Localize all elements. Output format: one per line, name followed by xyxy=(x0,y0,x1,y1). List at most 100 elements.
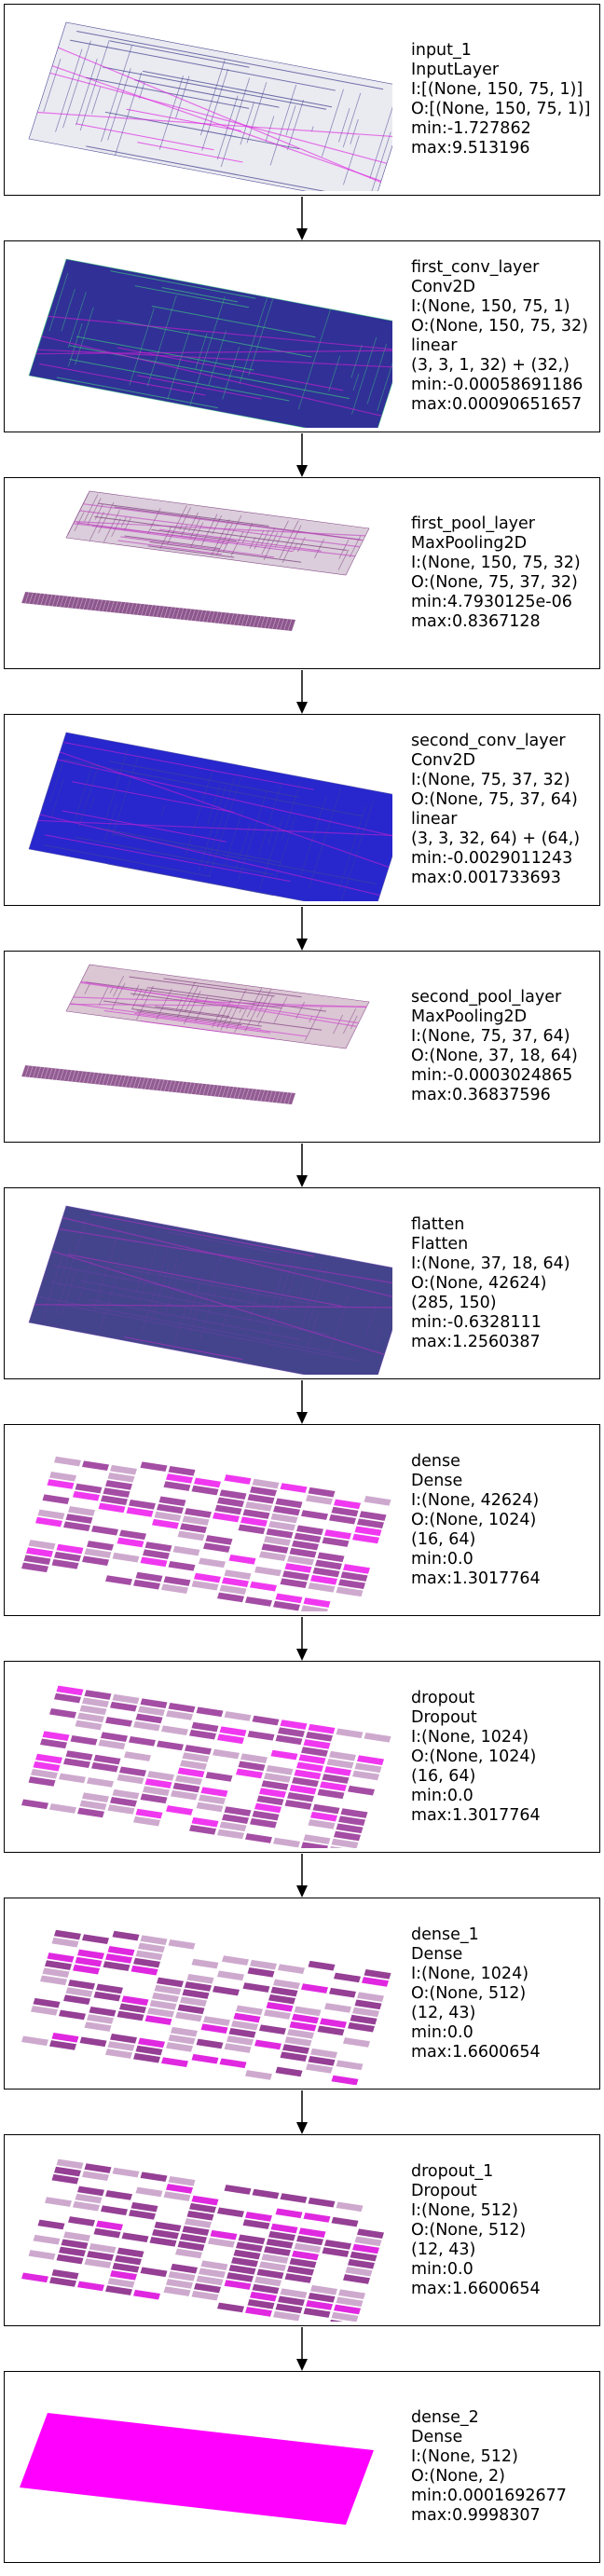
layer-type: Dense xyxy=(411,1471,463,1490)
layer-type: Dense xyxy=(411,1944,463,1964)
layer-box: dense_1 Dense I:(None, 1024) O:(None, 512)(… xyxy=(4,1898,600,2090)
layer-info: second_pool_layer MaxPooling2D I:(None, 75… xyxy=(411,952,597,1142)
layer-info: dropout_1 Dropout I:(None, 512) O:(None, 51… xyxy=(411,2135,597,2325)
layer-activation-visualization xyxy=(21,964,370,1104)
layer-detail: I:(None, 150, 75, 1) xyxy=(411,297,570,316)
layer-name: second_pool_layer xyxy=(411,988,562,1007)
layer-info: dense Dense I:(None, 42624) O:(None, 1024)(… xyxy=(411,1425,597,1615)
layer-detail: max:1.3017764 xyxy=(411,1805,541,1825)
layer-info: first_pool_layer MaxPooling2D I:(None, 150… xyxy=(411,478,597,668)
layer-activation-visualization xyxy=(28,1205,392,1375)
layer-activation-visualization xyxy=(21,490,370,631)
layer-detail: I:(None, 42624) xyxy=(411,1490,540,1510)
layer-detail: min:0.0 xyxy=(411,1786,474,1805)
layer-detail: I:(None, 75, 37, 32) xyxy=(411,771,570,789)
flow-arrow xyxy=(296,1380,308,1424)
layer-type: MaxPooling2D xyxy=(411,1007,528,1026)
layer-box: input_1 InputLayer I:[(None, 150, 75, 1)] O… xyxy=(4,4,600,196)
layer-detail: I:(None, 512) xyxy=(411,2200,518,2220)
layer-name: flatten xyxy=(411,1214,465,1234)
layer-name: second_conv_layer xyxy=(411,732,566,750)
layer-detail: max:9.513196 xyxy=(411,139,530,158)
layer-detail: I:(None, 150, 75, 32) xyxy=(411,554,581,572)
layer-info: dense_1 Dense I:(None, 1024) O:(None, 512)(… xyxy=(411,1898,597,2089)
layer-box: second_conv_layer Conv2D I:(None, 75, 37, … xyxy=(4,714,600,906)
flow-arrow xyxy=(296,433,308,477)
layer-info: second_conv_layer Conv2D I:(None, 75, 37, … xyxy=(411,715,597,905)
layer-type: Conv2D xyxy=(411,751,475,770)
layer-detail: I:[(None, 150, 75, 1)] xyxy=(411,80,583,99)
flow-arrow xyxy=(296,907,308,951)
flow-arrow xyxy=(296,1854,308,1898)
layer-type: InputLayer xyxy=(411,61,500,79)
layer-name: first_conv_layer xyxy=(411,258,540,277)
flow-arrow xyxy=(296,2090,308,2134)
layer-detail: O:(None, 512) xyxy=(411,2220,527,2240)
layer-detail: max:0.36837596 xyxy=(411,1086,551,1104)
layer-box: dropout Dropout I:(None, 1024) O:(None, 102… xyxy=(4,1661,600,1853)
layer-detail: max:1.3017764 xyxy=(411,1569,541,1588)
layer-detail: O:(None, 75, 37, 32) xyxy=(411,573,578,592)
layer-type: Flatten xyxy=(411,1234,469,1254)
layer-detail: I:(None, 1024) xyxy=(411,1964,529,1983)
layer-name: dense_2 xyxy=(411,2408,479,2427)
layer-detail: linear xyxy=(411,336,458,355)
layer-detail: I:(None, 1024) xyxy=(411,1727,529,1747)
layer-info: flatten Flatten I:(None, 37, 18, 64) O:(Non… xyxy=(411,1188,597,1378)
layer-detail: (3, 3, 32, 64) + (64,) xyxy=(411,829,581,848)
flow-arrow xyxy=(296,1617,308,1661)
layer-activation-visualization xyxy=(21,1456,391,1611)
layer-activation-visualization xyxy=(21,1929,391,2085)
layer-detail: min:4.7930125e-06 xyxy=(411,593,572,611)
layer-info: dropout Dropout I:(None, 1024) O:(None, 102… xyxy=(411,1662,597,1852)
layer-type: MaxPooling2D xyxy=(411,534,528,553)
layer-detail: min:-0.0029011243 xyxy=(411,849,573,868)
layer-detail: O:(None, 42624) xyxy=(411,1273,547,1293)
layer-detail: (12, 43) xyxy=(411,2240,476,2259)
layer-info: first_conv_layer Conv2D I:(None, 150, 75, … xyxy=(411,241,597,432)
layer-type: Conv2D xyxy=(411,278,475,296)
layer-detail: linear xyxy=(411,810,458,829)
layer-detail: O:(None, 150, 75, 32) xyxy=(411,317,588,336)
layer-info: input_1 InputLayer I:[(None, 150, 75, 1)] O… xyxy=(411,5,597,195)
layer-detail: min:-1.727862 xyxy=(411,119,531,138)
layer-activation-visualization xyxy=(28,21,392,191)
layer-activation-visualization xyxy=(20,2413,374,2525)
flow-arrow xyxy=(296,2327,308,2371)
layer-name: dense_1 xyxy=(411,1925,479,1944)
layer-box: dropout_1 Dropout I:(None, 512) O:(None, 51… xyxy=(4,2134,600,2326)
layer-detail: O:[(None, 150, 75, 1)] xyxy=(411,100,591,118)
layer-box: first_pool_layer MaxPooling2D I:(None, 150… xyxy=(4,477,600,669)
layer-box: dense_2 Dense I:(None, 512) O:(None, 2) min:… xyxy=(4,2371,600,2563)
layer-detail: (16, 64) xyxy=(411,1529,476,1549)
layer-box: first_conv_layer Conv2D I:(None, 150, 75, … xyxy=(4,240,600,432)
layer-detail: I:(None, 512) xyxy=(411,2447,518,2466)
layer-name: first_pool_layer xyxy=(411,514,535,533)
layer-detail: max:0.001733693 xyxy=(411,869,561,887)
layer-detail: O:(None, 37, 18, 64) xyxy=(411,1047,578,1065)
layer-name: input_1 xyxy=(411,41,472,60)
flow-arrow xyxy=(296,197,308,240)
layer-info: dense_2 Dense I:(None, 512) O:(None, 2) min:… xyxy=(411,2372,597,2562)
layer-detail: (3, 3, 1, 32) + (32,) xyxy=(411,356,570,375)
layer-detail: (16, 64) xyxy=(411,1766,476,1786)
layer-detail: O:(None, 2) xyxy=(411,2467,505,2486)
layer-type: Dropout xyxy=(411,2181,477,2200)
layer-detail: (285, 150) xyxy=(411,1293,497,1312)
layer-type: Dense xyxy=(411,2428,463,2446)
layer-detail: O:(None, 1024) xyxy=(411,1747,537,1766)
flow-arrow xyxy=(296,670,308,714)
layer-detail: max:0.8367128 xyxy=(411,612,541,631)
layer-box: dense Dense I:(None, 42624) O:(None, 1024)(… xyxy=(4,1424,600,1616)
layer-detail: min:-0.6328111 xyxy=(411,1312,542,1332)
layer-detail: O:(None, 512) xyxy=(411,1983,527,2003)
layer-detail: (12, 43) xyxy=(411,2003,476,2022)
layer-activation-visualization xyxy=(28,258,392,428)
layer-activation-visualization xyxy=(21,1685,391,1848)
layer-activation-visualization xyxy=(21,2158,384,2322)
layer-detail: I:(None, 75, 37, 64) xyxy=(411,1027,570,1046)
layer-detail: max:0.00090651657 xyxy=(411,395,583,414)
layer-name: dense xyxy=(411,1451,460,1471)
layer-type: Dropout xyxy=(411,1707,477,1727)
